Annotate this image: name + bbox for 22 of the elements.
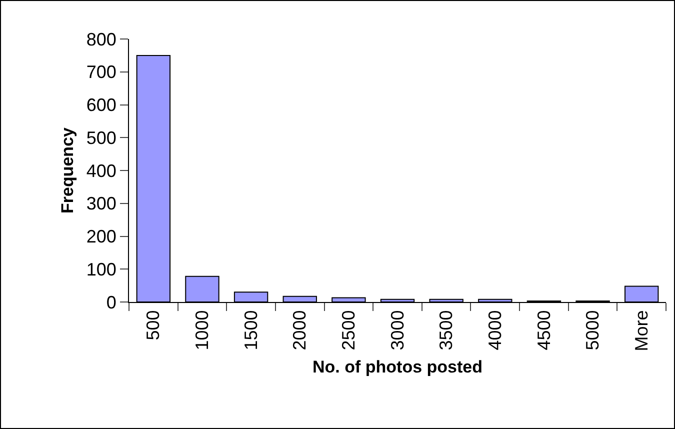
x-tick-label: 4500 xyxy=(534,310,554,350)
x-tick-label: 1000 xyxy=(192,310,212,350)
y-tick-label: 300 xyxy=(86,194,116,214)
y-tick-label: 600 xyxy=(86,95,116,116)
y-tick-label: 100 xyxy=(86,259,116,280)
x-tick-label: 2000 xyxy=(290,310,310,350)
x-tick-label: 3000 xyxy=(387,310,408,350)
x-tick-label: 500 xyxy=(143,310,164,340)
y-tick-label: 500 xyxy=(86,128,116,148)
y-tick-label: 700 xyxy=(86,62,116,82)
y-tick-label: 0 xyxy=(106,292,116,312)
y-axis-title: Frequency xyxy=(58,126,77,214)
x-tick-label: 4000 xyxy=(484,310,505,350)
x-tick-label: 5000 xyxy=(582,310,603,350)
x-tick-label: 1500 xyxy=(240,310,261,350)
y-tick-label: 800 xyxy=(86,29,116,50)
y-tick-label: 200 xyxy=(86,226,116,247)
y-tick-label: 400 xyxy=(86,160,116,181)
x-tick-label: 3500 xyxy=(436,310,456,350)
x-tick-label: More xyxy=(631,310,652,352)
x-axis-title: No. of photos posted xyxy=(312,358,482,377)
x-tick-label: 2500 xyxy=(338,310,359,350)
